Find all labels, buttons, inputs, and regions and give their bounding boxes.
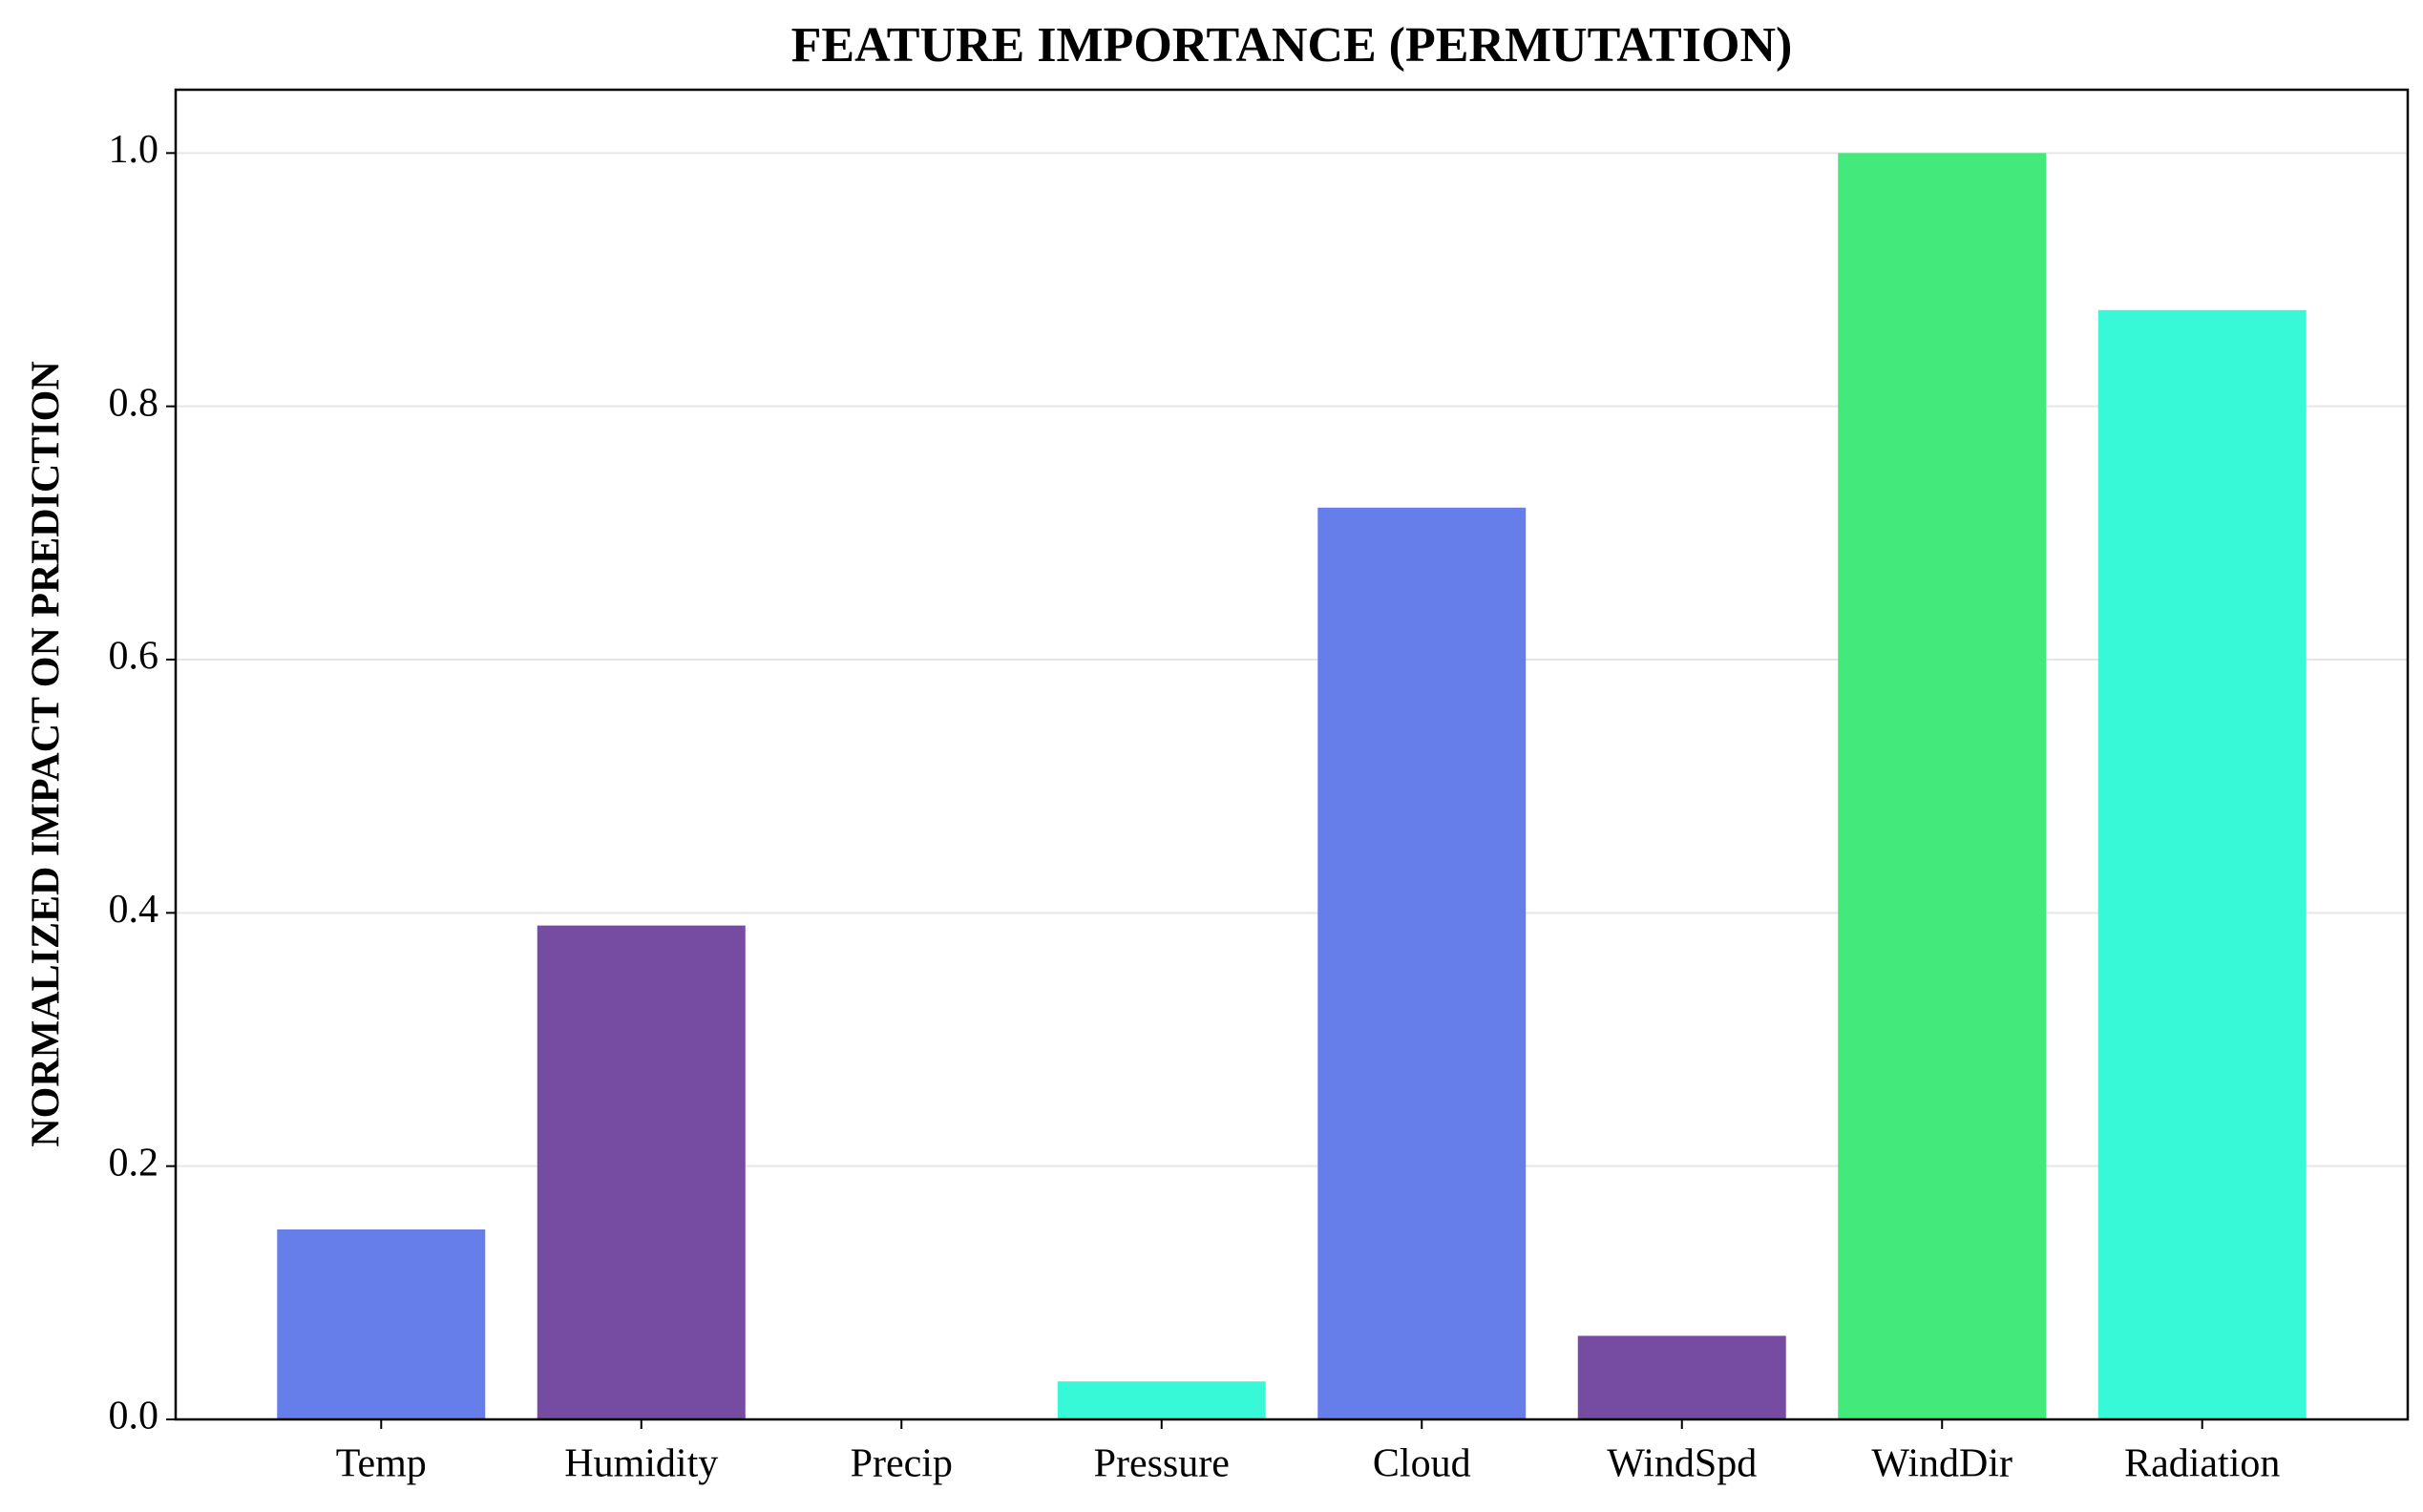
y-axis-label: NORMALIZED IMPACT ON PREDICTION (25, 361, 69, 1146)
x-tick-label: Pressure (1094, 1442, 1230, 1486)
x-tick-label: Cloud (1373, 1442, 1471, 1486)
x-tick-label: Radiation (2124, 1442, 2280, 1486)
bar (1838, 153, 2047, 1419)
y-tick-label: 0.8 (109, 381, 159, 425)
x-tick-label: Temp (336, 1442, 427, 1486)
y-tick-label: 0.2 (109, 1141, 159, 1185)
bar (277, 1229, 486, 1419)
x-tick-label: Precip (851, 1442, 953, 1486)
x-tick-label: WindDir (1871, 1442, 2012, 1486)
y-tick-label: 1.0 (109, 128, 159, 172)
x-tick-label: WindSpd (1607, 1442, 1757, 1486)
x-tick-label: Humidity (564, 1442, 718, 1486)
chart-title: FEATURE IMPORTANCE (PERMUTATION) (791, 18, 1793, 73)
y-tick-label: 0.4 (109, 888, 159, 932)
bar (1317, 507, 1527, 1419)
y-tick-label: 0.0 (109, 1395, 159, 1438)
bar (1577, 1335, 1786, 1419)
plot-frame (174, 88, 2410, 1421)
bar (1057, 1381, 1266, 1419)
bar (537, 925, 746, 1419)
bar (2097, 309, 2307, 1420)
y-tick-label: 0.6 (109, 635, 159, 679)
